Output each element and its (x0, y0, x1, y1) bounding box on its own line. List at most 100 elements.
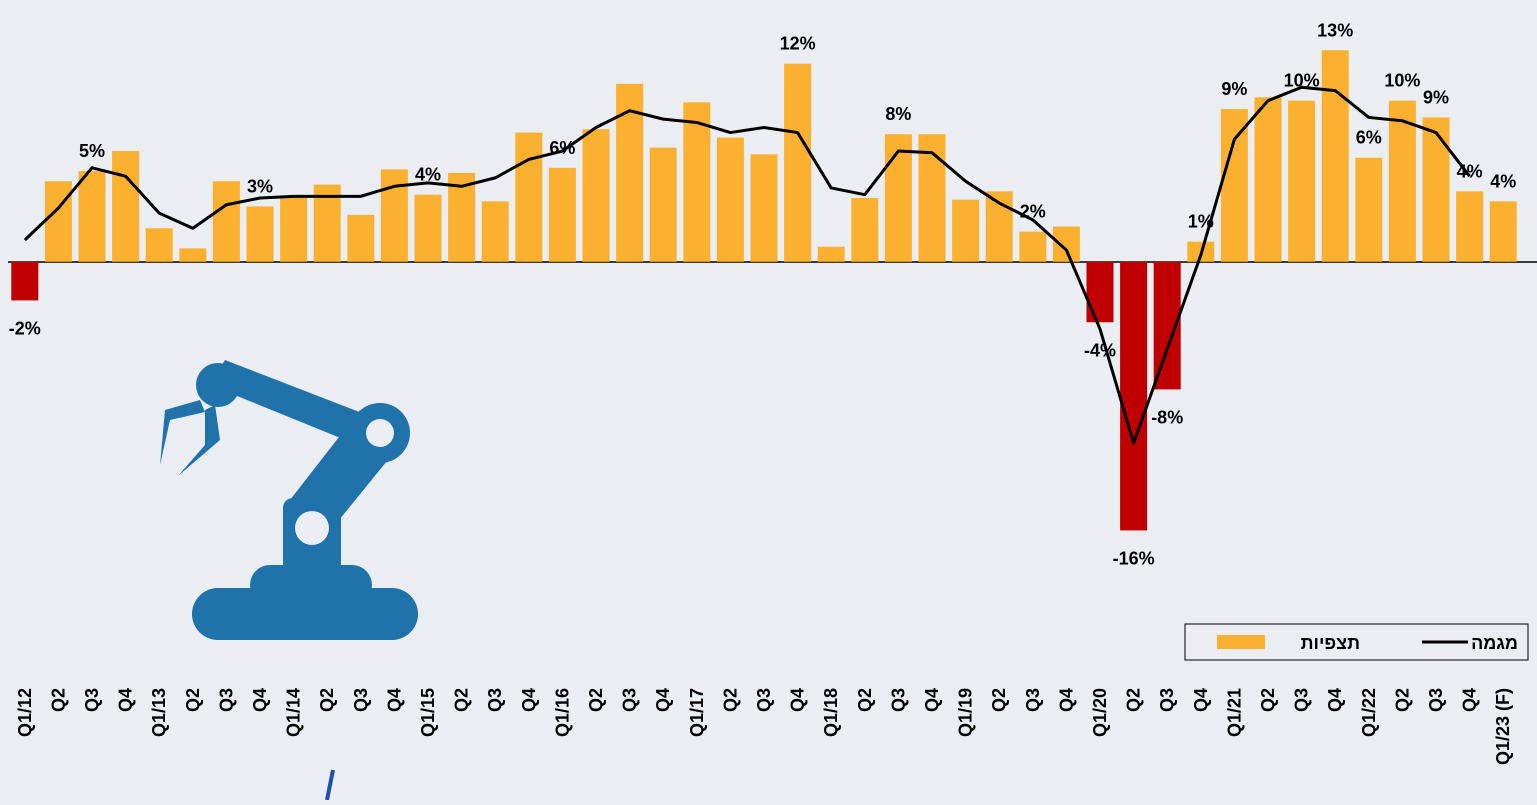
data-label: 12% (780, 34, 816, 54)
x-tick-label: Q2 (1258, 688, 1278, 712)
x-tick-label: Q4 (1460, 688, 1480, 712)
data-label: 8% (885, 104, 911, 124)
x-tick-label: Q3 (82, 688, 102, 712)
x-tick-label: Q2 (452, 688, 472, 712)
robot-icon (160, 360, 418, 640)
bar (1019, 232, 1046, 262)
bar (179, 248, 206, 261)
legend: מגמה תצפיות (1185, 624, 1528, 660)
data-label: 4% (1490, 171, 1516, 191)
x-tick-label: Q4 (1056, 688, 1076, 712)
bar (717, 138, 744, 262)
bar (1456, 191, 1483, 262)
x-tick-label: Q4 (116, 688, 136, 712)
data-label: 9% (1221, 79, 1247, 99)
x-tick-label: Q1/18 (821, 688, 841, 737)
x-tick-label: Q1/15 (418, 688, 438, 737)
bar (45, 181, 72, 262)
x-tick-label: Q3 (485, 688, 505, 712)
bar (583, 129, 610, 262)
x-tick-label: Q3 (351, 688, 371, 712)
x-tick-label: Q1/21 (1224, 688, 1244, 737)
data-label: 3% (247, 176, 273, 196)
bar (784, 64, 811, 262)
x-tick-label: Q4 (653, 688, 673, 712)
x-tick-label: Q3 (1157, 688, 1177, 712)
data-label: -2% (9, 318, 41, 338)
data-label: -4% (1084, 340, 1116, 360)
bar (851, 198, 878, 262)
x-tick-label: Q1/19 (956, 688, 976, 737)
x-tick-label: Q2 (183, 688, 203, 712)
x-tick-label: Q3 (1426, 688, 1446, 712)
chart: מגמה תצפיות -2%5%3%4%6%12%8%2%-4%-16%-8%… (0, 0, 1537, 800)
bar (415, 195, 442, 262)
bar (347, 215, 374, 262)
bar (1355, 158, 1382, 262)
x-tick-label: Q4 (1191, 688, 1211, 712)
x-tick-label: Q4 (519, 688, 539, 712)
legend-label: תצפיות (1301, 633, 1360, 653)
bar (1255, 97, 1282, 262)
x-tick-label: Q1/16 (552, 688, 572, 737)
x-tick-label: Q2 (48, 688, 68, 712)
x-tick-label: Q1/13 (149, 688, 169, 737)
x-tick-label: Q2 (317, 688, 337, 712)
x-tick-label: Q2 (586, 688, 606, 712)
bar (213, 181, 240, 262)
legend-label: מגמה (1471, 633, 1518, 653)
x-tick-label: Q1/22 (1359, 688, 1379, 737)
bar (515, 133, 542, 262)
x-tick-label: Q2 (720, 688, 740, 712)
data-label: 6% (1356, 128, 1382, 148)
bar (482, 201, 509, 261)
bar (11, 262, 38, 301)
x-tick-label: Q4 (1325, 688, 1345, 712)
x-tick-label: Q3 (1023, 688, 1043, 712)
bar (1221, 109, 1248, 262)
bar (381, 169, 408, 261)
x-tick-label: Q2 (855, 688, 875, 712)
bar (751, 154, 778, 261)
x-tick-label: Q3 (620, 688, 640, 712)
page: מגמה תצפיות -2%5%3%4%6%12%8%2%-4%-16%-8%… (0, 0, 1537, 800)
x-tick-label: Q3 (754, 688, 774, 712)
x-tick-label: Q1/23 (F) (1493, 688, 1513, 765)
x-tick-label: Q1/17 (687, 688, 707, 737)
data-label: -8% (1151, 407, 1183, 427)
data-label: 10% (1384, 71, 1420, 91)
decor-stroke (327, 770, 333, 800)
data-label: 9% (1423, 87, 1449, 107)
bar (818, 247, 845, 262)
x-tick-label: Q2 (1124, 688, 1144, 712)
x-tick-label: Q1/14 (284, 688, 304, 737)
bar (1322, 50, 1349, 262)
x-tick-label: Q2 (989, 688, 1009, 712)
bar (1490, 201, 1517, 261)
data-label: -16% (1113, 548, 1155, 568)
bar (112, 151, 139, 262)
x-tick-label: Q4 (788, 688, 808, 712)
bar (549, 168, 576, 262)
bar (1120, 262, 1147, 531)
data-label: 13% (1317, 20, 1353, 40)
x-tick-label: Q3 (888, 688, 908, 712)
x-tick-label: Q1/20 (1090, 688, 1110, 737)
bar (247, 206, 274, 261)
bar (1053, 227, 1080, 262)
data-label: 5% (79, 141, 105, 161)
x-tick-label: Q4 (384, 688, 404, 712)
x-tick-label: Q3 (1292, 688, 1312, 712)
bar (146, 228, 173, 262)
bar (1423, 117, 1450, 261)
bar (1288, 101, 1315, 262)
x-tick-label: Q2 (1392, 688, 1412, 712)
bar (650, 148, 677, 262)
x-tick-label: Q3 (216, 688, 236, 712)
bar (952, 200, 979, 262)
x-tick-label: Q4 (922, 688, 942, 712)
bar (1087, 262, 1114, 322)
legend-swatch (1217, 635, 1265, 649)
bar (79, 171, 106, 262)
bar (280, 198, 307, 262)
